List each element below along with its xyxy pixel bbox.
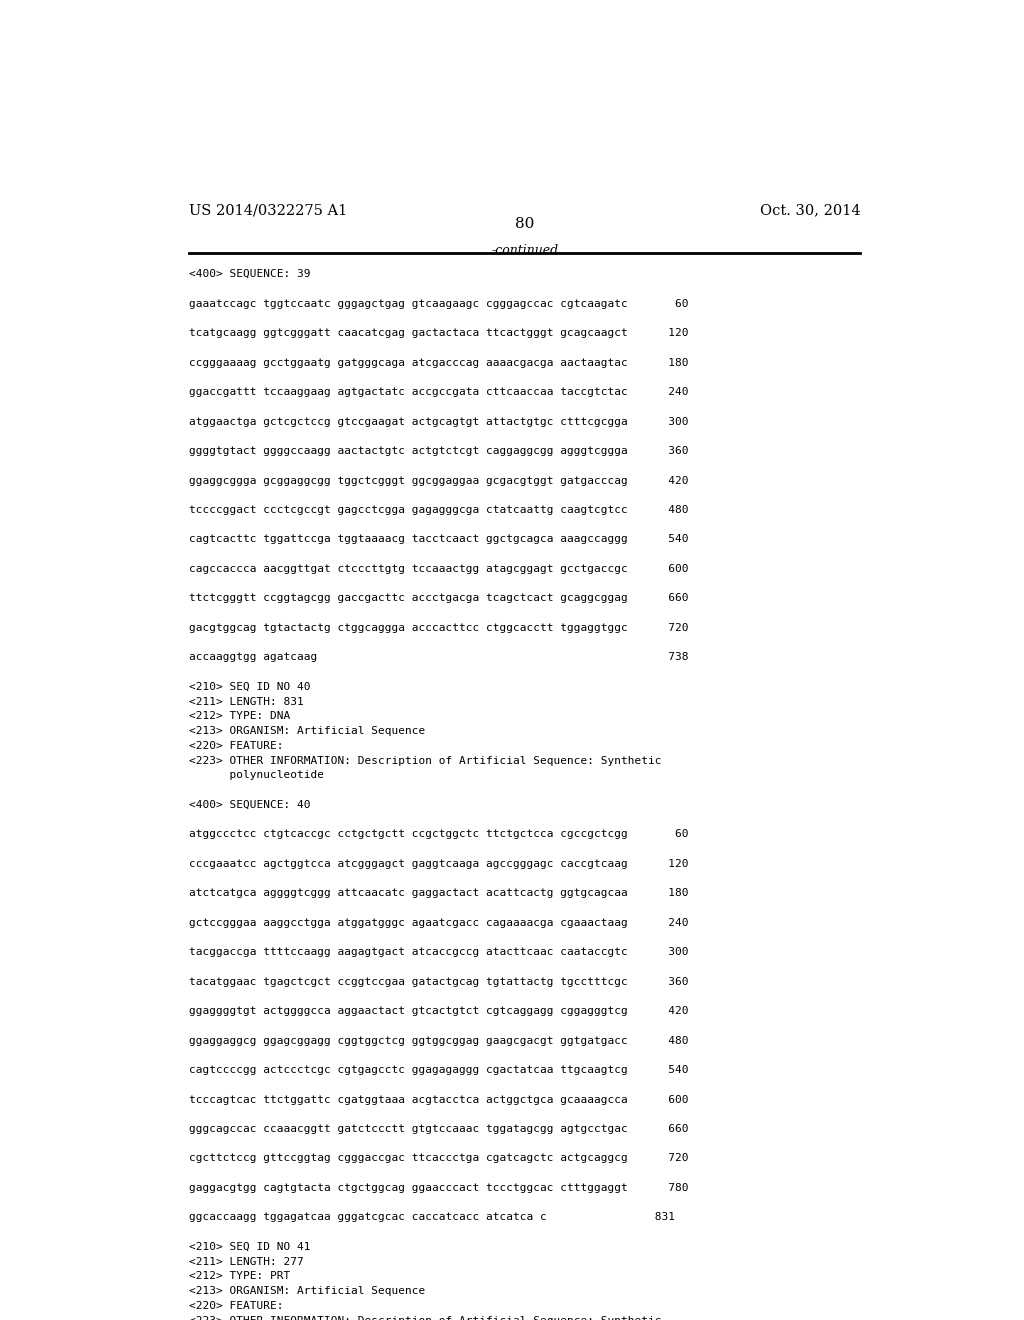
Text: atggaactga gctcgctccg gtccgaagat actgcagtgt attactgtgc ctttcgcgga      300: atggaactga gctcgctccg gtccgaagat actgcag… — [189, 417, 688, 426]
Text: ttctcgggtt ccggtagcgg gaccgacttc accctgacga tcagctcact gcaggcggag      660: ttctcgggtt ccggtagcgg gaccgacttc accctga… — [189, 594, 688, 603]
Text: <400> SEQUENCE: 40: <400> SEQUENCE: 40 — [189, 800, 310, 809]
Text: US 2014/0322275 A1: US 2014/0322275 A1 — [189, 203, 347, 216]
Text: <213> ORGANISM: Artificial Sequence: <213> ORGANISM: Artificial Sequence — [189, 1286, 425, 1296]
Text: gaaatccagc tggtccaatc gggagctgag gtcaagaagc cgggagccac cgtcaagatc       60: gaaatccagc tggtccaatc gggagctgag gtcaaga… — [189, 298, 688, 309]
Text: <211> LENGTH: 277: <211> LENGTH: 277 — [189, 1257, 304, 1267]
Text: -continued: -continued — [492, 244, 558, 257]
Text: ggaccgattt tccaaggaag agtgactatc accgccgata cttcaaccaa taccgtctac      240: ggaccgattt tccaaggaag agtgactatc accgccg… — [189, 387, 688, 397]
Text: polynucleotide: polynucleotide — [189, 771, 325, 780]
Text: <211> LENGTH: 831: <211> LENGTH: 831 — [189, 697, 304, 706]
Text: cagtcacttc tggattccga tggtaaaacg tacctcaact ggctgcagca aaagccaggg      540: cagtcacttc tggattccga tggtaaaacg tacctca… — [189, 535, 688, 544]
Text: 80: 80 — [515, 218, 535, 231]
Text: gaggacgtgg cagtgtacta ctgctggcag ggaacccact tccctggcac ctttggaggt      780: gaggacgtgg cagtgtacta ctgctggcag ggaaccc… — [189, 1183, 688, 1193]
Text: atggccctcc ctgtcaccgc cctgctgctt ccgctggctc ttctgctcca cgccgctcgg       60: atggccctcc ctgtcaccgc cctgctgctt ccgctgg… — [189, 829, 688, 840]
Text: tcatgcaagg ggtcgggatt caacatcgag gactactaca ttcactgggt gcagcaagct      120: tcatgcaagg ggtcgggatt caacatcgag gactact… — [189, 329, 688, 338]
Text: <220> FEATURE:: <220> FEATURE: — [189, 1300, 284, 1311]
Text: accaaggtgg agatcaag                                                    738: accaaggtgg agatcaag 738 — [189, 652, 688, 663]
Text: cgcttctccg gttccggtag cgggaccgac ttcaccctga cgatcagctc actgcaggcg      720: cgcttctccg gttccggtag cgggaccgac ttcaccc… — [189, 1154, 688, 1163]
Text: <213> ORGANISM: Artificial Sequence: <213> ORGANISM: Artificial Sequence — [189, 726, 425, 737]
Text: ccgggaaaag gcctggaatg gatgggcaga atcgacccag aaaacgacga aactaagtac      180: ccgggaaaag gcctggaatg gatgggcaga atcgacc… — [189, 358, 688, 367]
Text: Oct. 30, 2014: Oct. 30, 2014 — [760, 203, 860, 216]
Text: gggcagccac ccaaacggtt gatctccctt gtgtccaaac tggatagcgg agtgcctgac      660: gggcagccac ccaaacggtt gatctccctt gtgtcca… — [189, 1123, 688, 1134]
Text: <212> TYPE: DNA: <212> TYPE: DNA — [189, 711, 291, 721]
Text: gacgtggcag tgtactactg ctggcaggga acccacttcc ctggcacctt tggaggtggc      720: gacgtggcag tgtactactg ctggcaggga acccact… — [189, 623, 688, 632]
Text: tacggaccga ttttccaagg aagagtgact atcaccgccg atacttcaac caataccgtc      300: tacggaccga ttttccaagg aagagtgact atcaccg… — [189, 948, 688, 957]
Text: tacatggaac tgagctcgct ccggtccgaa gatactgcag tgtattactg tgcctttcgc      360: tacatggaac tgagctcgct ccggtccgaa gatactg… — [189, 977, 688, 986]
Text: cagtccccgg actccctcgc cgtgagcctc ggagagaggg cgactatcaa ttgcaagtcg      540: cagtccccgg actccctcgc cgtgagcctc ggagaga… — [189, 1065, 688, 1074]
Text: <212> TYPE: PRT: <212> TYPE: PRT — [189, 1271, 291, 1282]
Text: atctcatgca aggggtcggg attcaacatc gaggactact acattcactg ggtgcagcaa      180: atctcatgca aggggtcggg attcaacatc gaggact… — [189, 888, 688, 898]
Text: <223> OTHER INFORMATION: Description of Artificial Sequence: Synthetic: <223> OTHER INFORMATION: Description of … — [189, 755, 662, 766]
Text: ggggtgtact ggggccaagg aactactgtc actgtctcgt caggaggcgg agggtcggga      360: ggggtgtact ggggccaagg aactactgtc actgtct… — [189, 446, 688, 455]
Text: ggcaccaagg tggagatcaa gggatcgcac caccatcacc atcatca c                831: ggcaccaagg tggagatcaa gggatcgcac caccatc… — [189, 1212, 675, 1222]
Text: <210> SEQ ID NO 41: <210> SEQ ID NO 41 — [189, 1242, 310, 1251]
Text: <400> SEQUENCE: 39: <400> SEQUENCE: 39 — [189, 269, 310, 280]
Text: tcccagtcac ttctggattc cgatggtaaa acgtacctca actggctgca gcaaaagcca      600: tcccagtcac ttctggattc cgatggtaaa acgtacc… — [189, 1094, 688, 1105]
Text: <220> FEATURE:: <220> FEATURE: — [189, 741, 284, 751]
Text: gctccgggaa aaggcctgga atggatgggc agaatcgacc cagaaaacga cgaaactaag      240: gctccgggaa aaggcctgga atggatgggc agaatcg… — [189, 917, 688, 928]
Text: <210> SEQ ID NO 40: <210> SEQ ID NO 40 — [189, 682, 310, 692]
Text: cccgaaatcc agctggtcca atcgggagct gaggtcaaga agccgggagc caccgtcaag      120: cccgaaatcc agctggtcca atcgggagct gaggtca… — [189, 859, 688, 869]
Text: tccccggact ccctcgccgt gagcctcgga gagagggcga ctatcaattg caagtcgtcc      480: tccccggact ccctcgccgt gagcctcgga gagaggg… — [189, 506, 688, 515]
Text: cagccaccca aacggttgat ctcccttgtg tccaaactgg atagcggagt gcctgaccgc      600: cagccaccca aacggttgat ctcccttgtg tccaaac… — [189, 564, 688, 574]
Text: ggaggggtgt actggggcca aggaactact gtcactgtct cgtcaggagg cggagggtcg      420: ggaggggtgt actggggcca aggaactact gtcactg… — [189, 1006, 688, 1016]
Text: ggaggcggga gcggaggcgg tggctcgggt ggcggaggaa gcgacgtggt gatgacccag      420: ggaggcggga gcggaggcgg tggctcgggt ggcggag… — [189, 475, 688, 486]
Text: <223> OTHER INFORMATION: Description of Artificial Sequence: Synthetic: <223> OTHER INFORMATION: Description of … — [189, 1316, 662, 1320]
Text: ggaggaggcg ggagcggagg cggtggctcg ggtggcggag gaagcgacgt ggtgatgacc      480: ggaggaggcg ggagcggagg cggtggctcg ggtggcg… — [189, 1036, 688, 1045]
